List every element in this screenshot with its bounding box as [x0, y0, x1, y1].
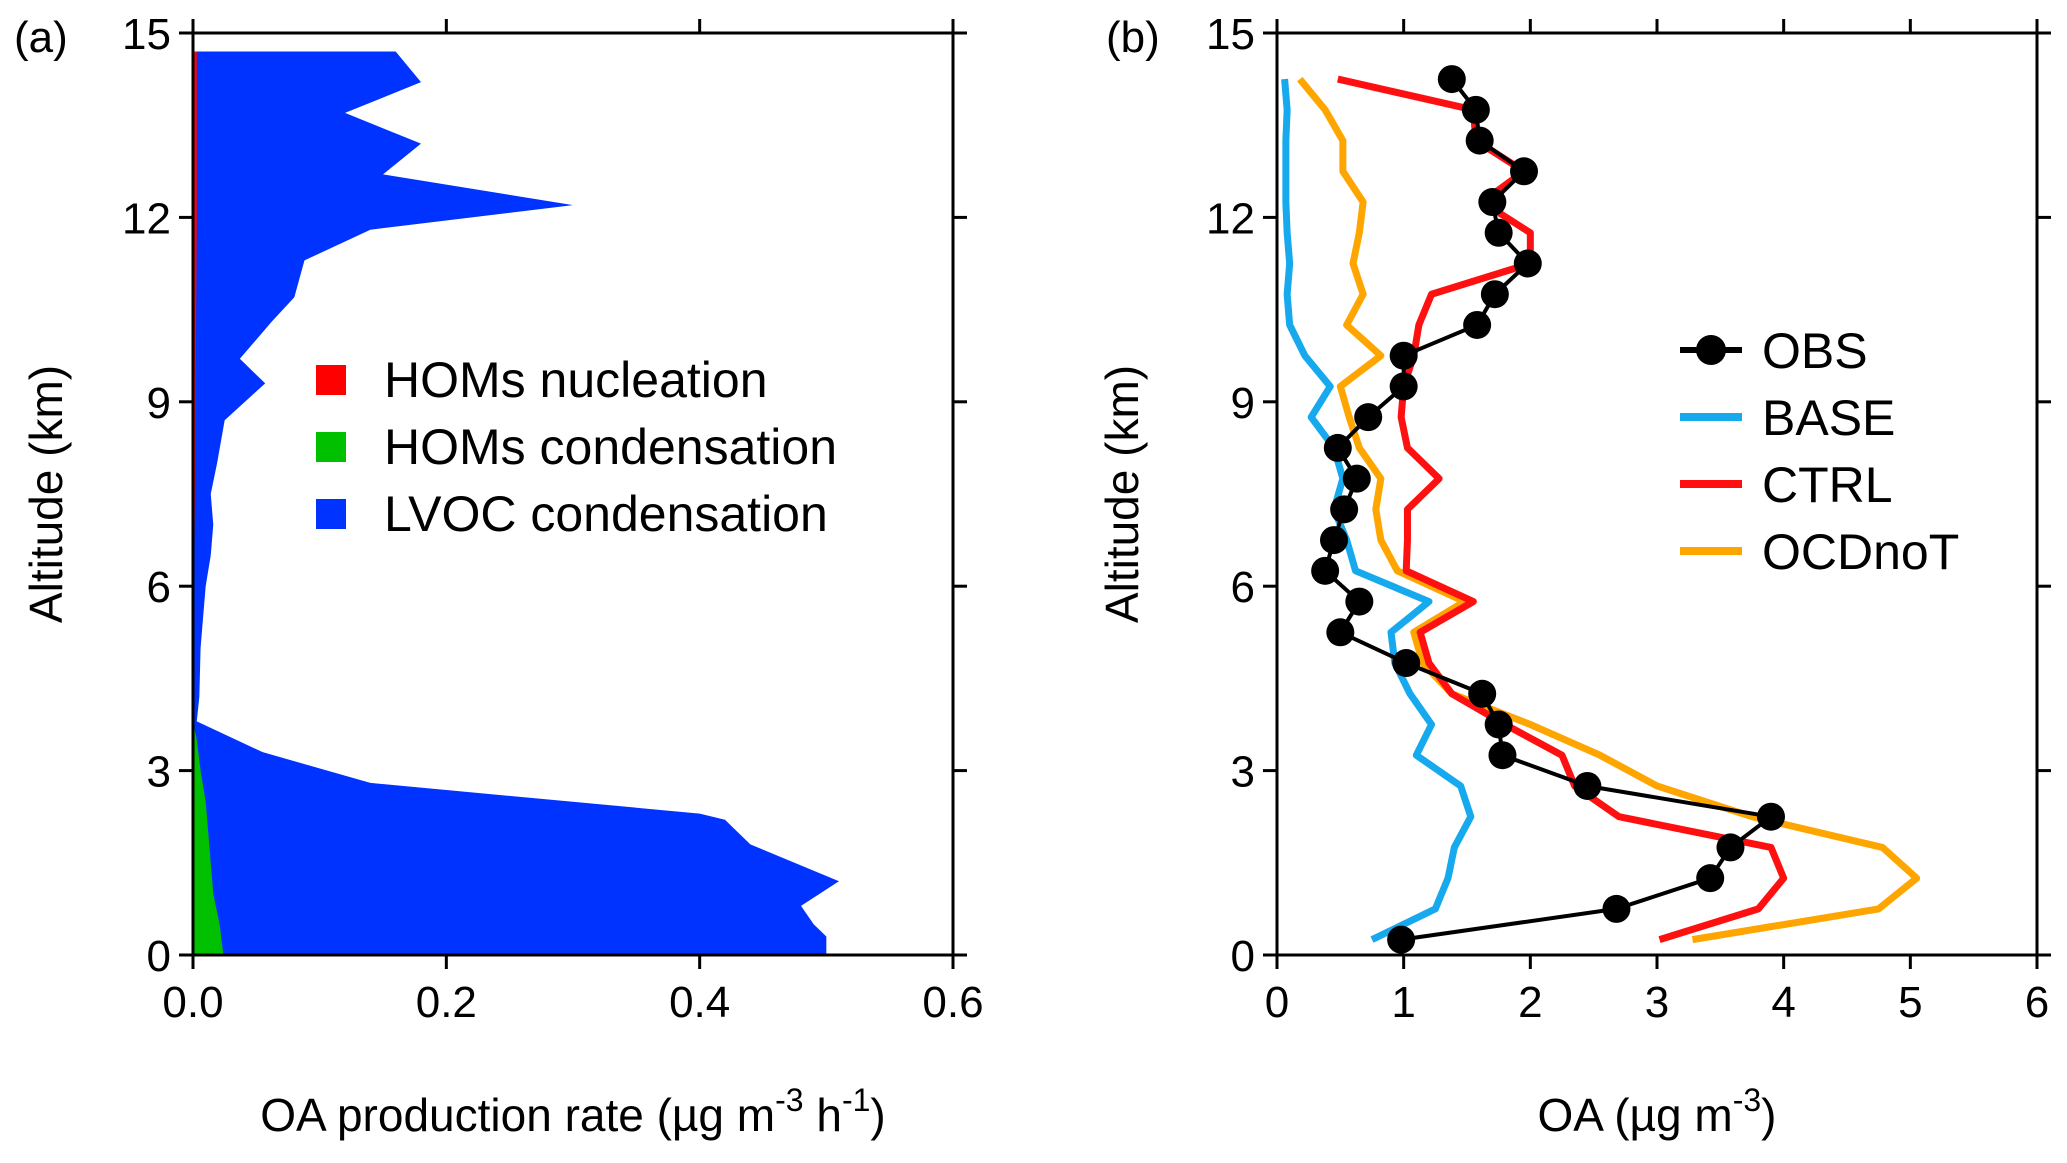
panel-b-x-tick-label: 2 [1518, 978, 1542, 1027]
obs-point [1716, 833, 1745, 862]
panel-a-x-tick-label: 0.2 [416, 978, 477, 1027]
legend-label-ocdnot: OCDnoT [1762, 524, 1959, 580]
panel-a-label: (a) [14, 13, 68, 62]
panel-b-x-tick-label: 3 [1645, 978, 1669, 1027]
panel-a-xlabel-main: OA production rate (µg m [260, 1089, 775, 1141]
obs-point [1326, 618, 1355, 647]
panel-b-legend: OBS BASE CTRL OCDnoT [1680, 323, 1959, 580]
panel-b-y-axis-title: Altitude (km) [1096, 365, 1148, 623]
panel-a-xlabel-sup2: -1 [842, 1082, 870, 1118]
panel-a-y-tick-label: 12 [122, 194, 171, 243]
obs-point [1389, 341, 1418, 370]
panel-b-x-axis-title: OA (µg m-3) [1538, 1082, 1777, 1141]
panel-a-y-tick-label: 0 [147, 932, 171, 981]
obs-point [1757, 802, 1785, 831]
obs-point [1478, 188, 1507, 217]
obs-point [1484, 710, 1513, 739]
panel-a-x-axis-title: OA production rate (µg m-3 h-1) [260, 1082, 885, 1141]
area-lvoc-condensation [193, 51, 839, 955]
panel-b-y-tick-label: 12 [1206, 194, 1255, 243]
obs-point [1342, 464, 1371, 493]
obs-point [1480, 280, 1509, 309]
panel-b-frame [1275, 31, 2039, 957]
panel-a-x-tick-label: 0.6 [922, 978, 983, 1027]
panel-a: (a) 0.0 0.2 0.4 0.6 0 3 6 9 12 15 Altitude (km) O… [14, 10, 984, 1141]
obs-point [1696, 864, 1725, 893]
obs-point [1387, 925, 1416, 954]
legend-swatch-homs-nucleation [316, 365, 346, 395]
panel-b-xlabel-end: ) [1761, 1089, 1776, 1141]
panel-a-xlabel-end: ) [870, 1089, 885, 1141]
obs-point [1392, 649, 1421, 678]
legend-label-ctrl: CTRL [1762, 457, 1893, 513]
line-obs [1323, 77, 1773, 942]
panel-b-y-tick-label: 6 [1231, 563, 1255, 612]
panel-a-ticks: 0.0 0.2 0.4 0.6 0 3 6 9 12 15 [122, 10, 984, 1027]
line-ocdnot [1297, 76, 1921, 944]
obs-point [1323, 433, 1352, 462]
obs-point [1573, 771, 1602, 800]
panel-a-y-tick-label: 15 [122, 10, 171, 59]
legend-swatch-lvoc-condensation [316, 499, 346, 529]
legend-label-base: BASE [1762, 390, 1895, 446]
panel-b-x-tick-label: 0 [1265, 978, 1289, 1027]
panel-a-y-tick-label: 3 [147, 748, 171, 797]
legend-label-homs-nucleation: HOMs nucleation [384, 352, 768, 408]
legend-label-obs: OBS [1762, 323, 1868, 379]
obs-point [1311, 556, 1340, 585]
obs-point [1345, 587, 1374, 616]
obs-point [1484, 218, 1513, 247]
panel-b-y-tick-label: 9 [1231, 379, 1255, 428]
area-homs-condensation [193, 721, 224, 955]
obs-point [1488, 741, 1517, 770]
panel-b-y-tick-label: 0 [1231, 932, 1255, 981]
obs-point [1354, 403, 1383, 432]
panel-b-x-tick-label: 1 [1391, 978, 1415, 1027]
panel-b-lines [1281, 65, 1921, 954]
obs-point [1463, 310, 1492, 339]
panel-a-y-tick-label: 6 [147, 563, 171, 612]
panel-b-xlabel-main: OA (µg m [1538, 1089, 1733, 1141]
panel-b-y-tick-label: 3 [1231, 748, 1255, 797]
obs-point [1468, 679, 1497, 708]
obs-point [1461, 95, 1490, 124]
legend-swatch-homs-condensation [316, 432, 346, 462]
panel-a-legend: HOMs nucleation HOMs condensation LVOC c… [316, 352, 837, 542]
panel-b-x-tick-label: 5 [1898, 978, 1922, 1027]
panel-b-y-tick-label: 15 [1206, 10, 1255, 59]
obs-point [1330, 495, 1359, 524]
line-ctrl [1337, 75, 1788, 943]
panel-a-xlabel-mid: h [804, 1089, 842, 1141]
panel-a-frame [191, 31, 955, 957]
legend-marker-obs [1696, 335, 1726, 365]
panel-b-label: (b) [1106, 13, 1160, 62]
panel-b-x-tick-label: 4 [1771, 978, 1795, 1027]
legend-label-homs-condensation: HOMs condensation [384, 419, 837, 475]
obs-point [1389, 372, 1418, 401]
obs-point [1602, 894, 1631, 923]
obs-point [1510, 157, 1538, 186]
panel-a-y-axis-title: Altitude (km) [20, 365, 72, 623]
panel-a-x-tick-label: 0.4 [669, 978, 730, 1027]
panel-b-xlabel-sup1: -3 [1733, 1082, 1761, 1118]
obs-point [1513, 249, 1542, 278]
obs-point [1437, 65, 1466, 94]
panel-b-x-tick-label: 6 [2025, 978, 2049, 1027]
obs-point [1465, 126, 1494, 155]
legend-label-lvoc-condensation: LVOC condensation [384, 486, 828, 542]
panel-a-y-tick-label: 9 [147, 379, 171, 428]
obs-point [1320, 526, 1348, 555]
panel-a-x-tick-label: 0.0 [162, 978, 223, 1027]
panel-a-xlabel-sup1: -3 [775, 1082, 803, 1118]
